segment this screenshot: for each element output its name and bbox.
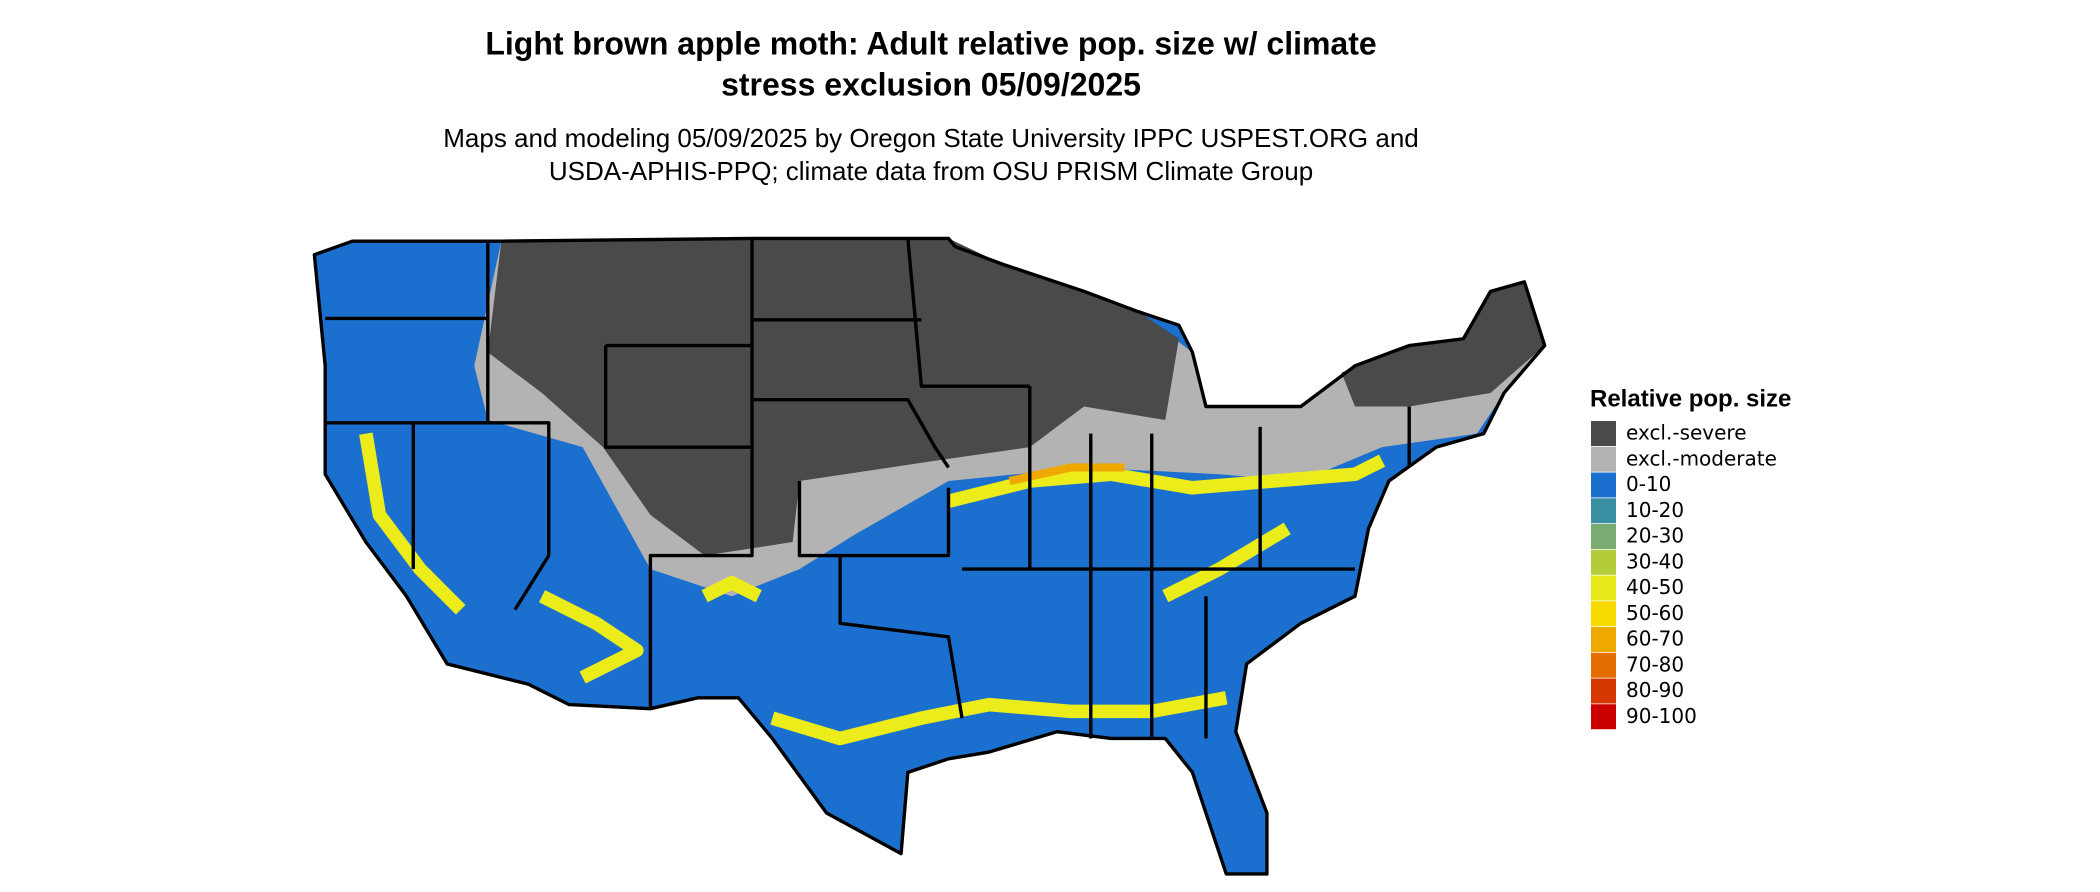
legend-swatch [1591, 549, 1616, 575]
legend-swatch [1591, 704, 1616, 730]
legend: excl.-severeexcl.-moderate0-1010-2020-30… [1591, 421, 1777, 730]
legend-label: 10-20 [1626, 498, 1684, 522]
legend-swatch [1591, 575, 1616, 601]
legend-label: 60-70 [1626, 627, 1684, 651]
legend-swatch [1591, 421, 1616, 446]
legend-title: Relative pop. size [1590, 385, 1791, 412]
legend-label: excl.-severe [1626, 421, 1747, 445]
state-borders [312, 236, 1547, 876]
legend-swatch [1591, 652, 1616, 678]
legend-swatch [1591, 627, 1616, 652]
us-map [312, 236, 1547, 876]
title-line: Light brown apple moth: Adult relative p… [485, 25, 1376, 61]
legend-swatch [1591, 524, 1616, 549]
legend-label: 50-60 [1626, 601, 1684, 625]
legend-label: 80-90 [1626, 678, 1684, 702]
legend-swatch [1591, 472, 1616, 498]
legend-label: 30-40 [1626, 549, 1684, 573]
legend-label: excl.-moderate [1626, 446, 1777, 470]
legend-swatch [1591, 601, 1616, 627]
legend-label: 70-80 [1626, 652, 1684, 676]
legend-swatch [1591, 446, 1616, 472]
legend-label: 0-10 [1626, 472, 1671, 496]
subtitle-line: USDA-APHIS-PPQ; climate data from OSU PR… [549, 156, 1313, 186]
title-line: stress exclusion 05/09/2025 [721, 66, 1141, 102]
subtitle-line: Maps and modeling 05/09/2025 by Oregon S… [443, 123, 1419, 153]
legend-swatch [1591, 678, 1616, 704]
legend-label: 90-100 [1626, 704, 1697, 728]
legend-label: 40-50 [1626, 575, 1684, 599]
legend-label: 20-30 [1626, 524, 1684, 548]
legend-swatch [1591, 498, 1616, 524]
